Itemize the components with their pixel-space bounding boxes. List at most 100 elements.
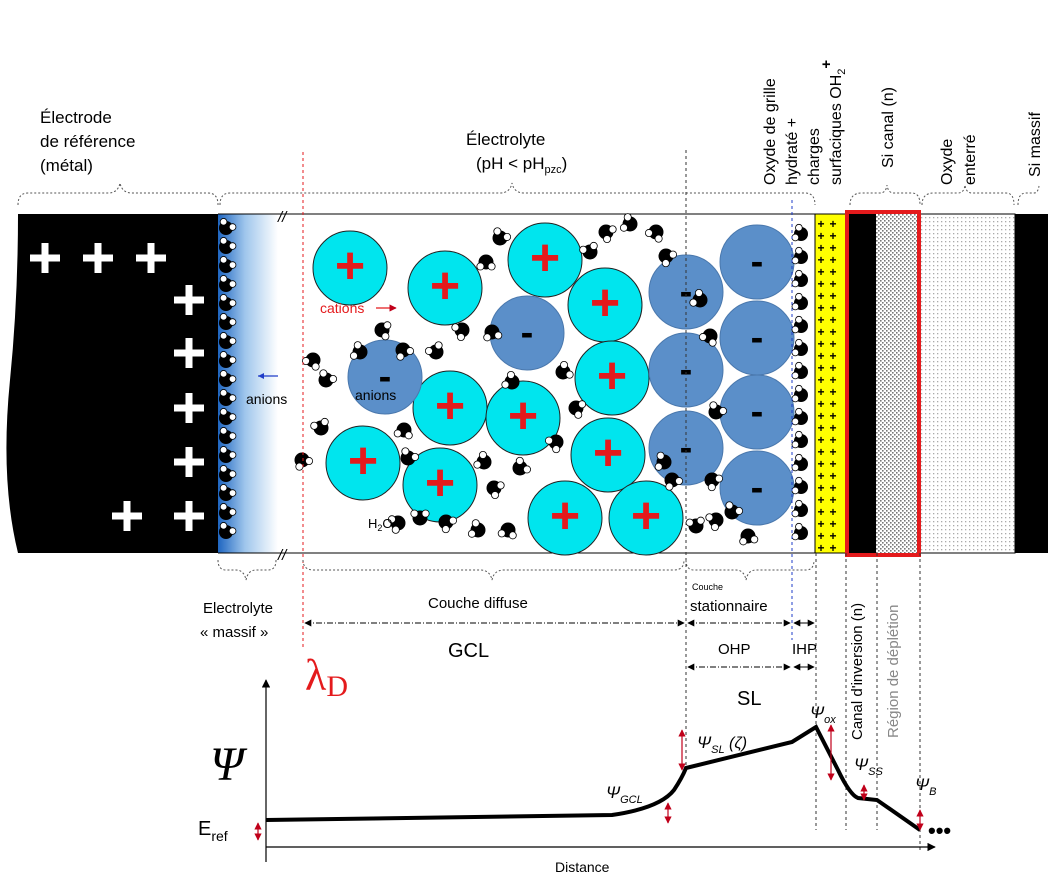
water-molecule	[451, 322, 470, 342]
surface-plus-mark: +	[817, 409, 824, 423]
surface-plus-mark: +	[829, 361, 836, 375]
cation: +	[608, 480, 684, 556]
si-channel-label: Si canal (n)	[880, 87, 897, 168]
svg-text:+: +	[550, 487, 580, 545]
water-molecule	[219, 313, 237, 330]
cation: +	[507, 222, 583, 298]
buried-oxide-label-line2: enterré	[962, 134, 979, 185]
water-molecule	[664, 472, 684, 491]
water-molecule	[654, 451, 672, 471]
surface-plus-mark: +	[817, 349, 824, 363]
potential-plot: Ψ Eref ΨGCL ΨSL (ζ) Ψox ΨSS ΨB ••• Dista…	[198, 679, 951, 875]
top-braces	[17, 182, 1040, 206]
water-molecule	[438, 514, 457, 534]
svg-text:-: -	[751, 391, 764, 433]
water-molecule	[497, 522, 517, 540]
water-molecule	[374, 321, 392, 341]
water-molecule	[483, 324, 503, 342]
anion: -	[648, 332, 724, 408]
water-molecule	[568, 400, 587, 419]
svg-text:-: -	[751, 467, 764, 509]
water-molecule	[492, 227, 512, 246]
sl-label: SL	[737, 688, 761, 710]
electrode-water-layer	[219, 218, 237, 539]
surface-plus-mark: +	[817, 529, 824, 543]
water-molecule	[708, 401, 728, 420]
surface-plus-mark: +	[817, 265, 824, 279]
anion: -	[719, 450, 795, 526]
surface-plus-mark: +	[829, 217, 836, 231]
cation: +	[567, 267, 643, 343]
surface-plus-mark: +	[817, 481, 824, 495]
water-molecule	[791, 499, 808, 518]
water-label: H2O	[368, 516, 393, 533]
cation: +	[312, 230, 388, 306]
surface-plus-mark: +	[817, 313, 824, 327]
si-channel-outline	[845, 210, 921, 557]
anion: -	[719, 224, 795, 300]
water-molecule	[689, 288, 708, 308]
bulk-si-label: Si massif	[1027, 112, 1044, 177]
buried-oxide-label-line1: Oxyde	[939, 139, 956, 185]
surface-plus-mark: +	[829, 409, 836, 423]
water-molecule	[467, 519, 486, 538]
anions-left-label: anions	[246, 391, 287, 407]
water-molecule	[658, 248, 677, 268]
water-molecule	[219, 446, 237, 463]
surface-plus-mark: +	[829, 505, 836, 519]
water-molecule	[545, 434, 564, 454]
psi-sl-label: ΨSL (ζ)	[697, 733, 747, 756]
surface-plus-mark: +	[829, 421, 836, 435]
bottom-braces	[217, 559, 815, 581]
surface-plus-mark: +	[829, 517, 836, 531]
surface-plus-mark: +	[817, 361, 824, 375]
water-molecule	[219, 237, 237, 254]
water-molecule	[219, 465, 237, 482]
svg-text:-: -	[680, 427, 693, 469]
water-molecule	[219, 294, 237, 311]
cation: +	[485, 380, 561, 456]
water-molecule	[698, 328, 718, 347]
hydrated-oxide-label-line1: Oxyde de grille	[762, 78, 779, 185]
water-molecule	[219, 218, 237, 235]
water-molecules	[294, 213, 759, 546]
electrode-charges	[30, 243, 204, 531]
svg-text:+: +	[508, 387, 538, 445]
water-molecule	[791, 430, 808, 449]
anion: -	[719, 300, 795, 376]
bulk-electrolyte-label-line2: « massif »	[200, 624, 268, 641]
water-molecule	[598, 224, 617, 244]
water-molecule	[791, 338, 808, 357]
surface-plus-mark: +	[817, 505, 824, 519]
surface-plus-mark: +	[829, 301, 836, 315]
depletion-region	[876, 214, 919, 553]
surface-plus-mark: +	[829, 493, 836, 507]
svg-text:+: +	[430, 257, 460, 315]
water-molecule	[791, 476, 808, 495]
svg-text:-: -	[521, 312, 534, 354]
ihp-label: IHP	[792, 641, 817, 658]
anion: -	[719, 374, 795, 450]
surface-plus-mark: +	[817, 469, 824, 483]
svg-text:+: +	[425, 454, 455, 512]
potential-curve	[265, 724, 922, 832]
water-molecule	[473, 450, 492, 470]
water-molecule	[791, 246, 808, 265]
surface-plus-mark: +	[817, 229, 824, 243]
band-inline-labels: cations anions anions H2O	[246, 300, 397, 533]
surface-plus-mark: +	[829, 325, 836, 339]
e-ref-label: Eref	[198, 818, 228, 844]
water-molecule	[791, 269, 808, 288]
water-molecule	[219, 522, 237, 539]
water-molecule	[424, 341, 444, 360]
cations-label: cations	[320, 300, 364, 316]
water-molecule	[395, 342, 415, 361]
water-molecule	[219, 370, 237, 387]
stationary-label: stationnaire	[690, 598, 768, 615]
surface-plus-mark: +	[817, 421, 824, 435]
diffuse-layer-label: Couche diffuse	[428, 595, 528, 612]
water-molecule	[791, 361, 808, 380]
water-molecule	[619, 213, 638, 232]
water-molecule	[219, 408, 237, 425]
water-molecule	[387, 515, 406, 534]
